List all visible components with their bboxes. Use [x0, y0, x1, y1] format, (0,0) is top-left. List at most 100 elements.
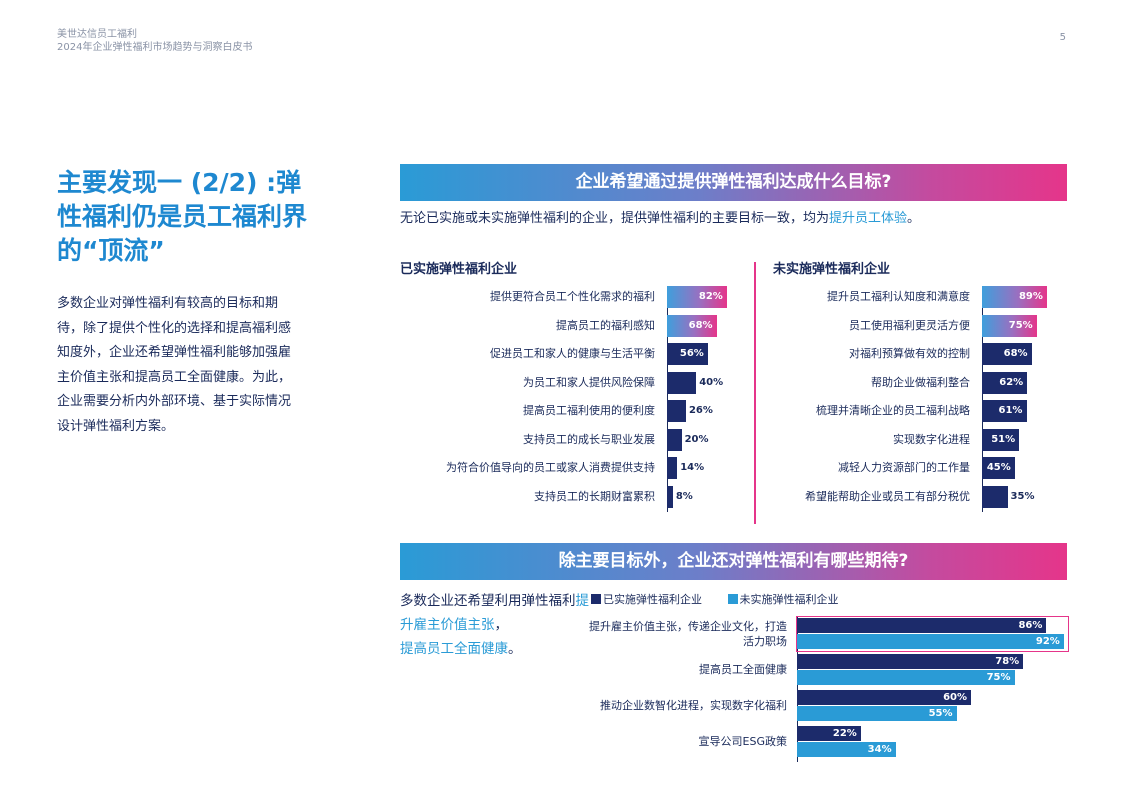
bar-not-implemented: 92% — [797, 634, 1064, 649]
bar-value: 22% — [832, 728, 857, 739]
bar-label: 希望能帮助企业或员工有部分税优 — [805, 489, 970, 503]
bar-value: 86% — [1018, 620, 1043, 631]
bar-value: 75% — [986, 672, 1011, 683]
subtitle-end: 。 — [907, 211, 921, 226]
bar — [667, 286, 727, 308]
bar-label: 提升雇主价值主张，传递企业文化，打造活力职场 — [589, 619, 787, 648]
bar-label: 减轻人力资源部门的工作量 — [838, 461, 970, 474]
bar-not-implemented: 75% — [797, 670, 1015, 685]
bar-implemented: 60% — [797, 690, 971, 705]
bar-label: 梳理并清晰企业的员工福利战略 — [816, 404, 970, 417]
bar-value: 55% — [928, 708, 953, 719]
bar-implemented: 22% — [797, 726, 861, 741]
bar-value: 51% — [991, 433, 1016, 445]
subtitle-text: 无论已实施或未实施弹性福利的企业，提供弹性福利的主要目标一致，均为 — [400, 211, 830, 226]
legend-label: 已实施弹性福利企业 — [603, 593, 702, 606]
bar-label: 支持员工的长期财富累积 — [534, 489, 655, 503]
legend-swatch-navy — [591, 594, 601, 604]
chart-axis — [667, 286, 668, 512]
bar-value: 62% — [999, 376, 1024, 388]
implemented-chart-title: 已实施弹性福利企业 — [400, 262, 518, 277]
page-header: 美世达信员工福利 2024年企业弹性福利市场趋势与洞察白皮书 — [57, 28, 252, 54]
bar-implemented: 78% — [797, 654, 1024, 669]
bar-value: 26% — [688, 405, 713, 416]
bar — [982, 428, 1020, 451]
bar-label: 促进员工和家人的健康与生活平衡 — [490, 347, 655, 360]
chart-axis — [797, 617, 798, 762]
bar-label: 提高员工全面健康 — [699, 663, 787, 676]
bar-value: 56% — [679, 348, 704, 359]
expectations-text: 多数企业还希望利用弹性福利提升雇主价值主张， 提高员工全面健康。 — [400, 589, 590, 661]
bar — [667, 314, 717, 337]
highlight-frame — [796, 616, 1069, 652]
document-title: 2024年企业弹性福利市场趋势与洞察白皮书 — [57, 42, 253, 53]
bar-implemented: 86% — [797, 618, 1047, 633]
finding-title: 主要发现一 (2/2) :弹性福利仍是员工福利界的“顶流” — [57, 168, 308, 265]
page-number: 5 — [1059, 32, 1066, 43]
bar — [982, 485, 1008, 508]
bar-value: 14% — [680, 462, 705, 473]
bar-label: 员工使用福利更灵活方便 — [849, 318, 970, 332]
goals-banner: 企业希望通过提供弹性福利达成什么目标? — [400, 164, 1067, 201]
bar-label: 提高员工福利使用的便利度 — [523, 404, 655, 417]
expectations-banner: 除主要目标外，企业还对弹性福利有哪些期待? — [400, 543, 1067, 580]
legend-not-implemented: 未实施弹性福利企业 — [727, 593, 839, 606]
bar-value: 78% — [995, 656, 1020, 667]
bar-value: 89% — [1018, 291, 1043, 302]
bar-value: 82% — [698, 291, 723, 302]
bar — [667, 343, 708, 365]
exp-highlight-employer-value: 提升雇主价值主张 — [400, 593, 589, 633]
bar-value: 35% — [1010, 490, 1035, 502]
bar — [982, 286, 1047, 308]
bar-value: 20% — [684, 433, 709, 445]
bar-not-implemented: 55% — [797, 706, 957, 721]
bar-value: 61% — [998, 405, 1023, 416]
bar-value: 92% — [1035, 636, 1060, 647]
bar — [982, 457, 1015, 479]
bar — [982, 400, 1027, 422]
exp-text-comma: ， — [494, 617, 509, 633]
bar-label: 支持员工的成长与职业发展 — [523, 432, 655, 446]
exp-highlight-employee-health: 提高员工全面健康 — [400, 641, 508, 657]
bar-value: 75% — [1008, 319, 1033, 331]
bar — [982, 314, 1037, 337]
bar-label: 为员工和家人提供风险保障 — [523, 375, 655, 389]
bar-value: 60% — [943, 692, 967, 703]
bar-label: 提供更符合员工个性化需求的福利 — [490, 290, 655, 303]
bar-label: 推动企业数智化进程，实现数字化福利 — [600, 699, 787, 712]
bar-label: 提高员工的福利感知 — [556, 318, 655, 332]
goals-subtitle: 无论已实施或未实施弹性福利的企业，提供弹性福利的主要目标一致，均为提升员工体验。 — [400, 207, 920, 226]
bar-value: 68% — [1003, 348, 1028, 359]
bar-label: 宣导公司ESG政策 — [698, 735, 787, 748]
expectations-legend: 已实施弹性福利企业 未实施弹性福利企业 — [591, 591, 861, 607]
finding-body: 多数企业对弹性福利有较高的目标和期待，除了提供个性化的选择和提高福利感知度外，企… — [57, 296, 292, 434]
legend-swatch-blue — [727, 594, 738, 604]
bar — [667, 485, 673, 508]
chart-axis — [982, 286, 983, 512]
chart-divider — [754, 262, 756, 524]
subtitle-highlight: 提升员工体验 — [829, 211, 908, 226]
exp-text-end: 。 — [508, 641, 522, 657]
bar-label: 实现数字化进程 — [893, 432, 970, 446]
bar-label: 提升员工福利认知度和满意度 — [827, 290, 970, 303]
bar-value: 8% — [675, 490, 693, 502]
exp-text-start: 多数企业还希望利用弹性福利 — [400, 593, 576, 609]
bar — [982, 343, 1032, 365]
not-implemented-chart-title: 未实施弹性福利企业 — [773, 262, 891, 277]
bar-label: 为符合价值导向的员工或家人消费提供支持 — [446, 461, 655, 474]
bar-label: 对福利预算做有效的控制 — [849, 347, 970, 360]
bar-value: 68% — [688, 319, 713, 331]
bar-value: 34% — [867, 744, 892, 755]
bar — [667, 400, 686, 422]
bar-not-implemented: 34% — [797, 742, 896, 757]
bar-value: 45% — [986, 462, 1011, 473]
bar — [667, 428, 682, 451]
legend-label: 未实施弹性福利企业 — [739, 593, 839, 606]
bar — [667, 371, 697, 394]
brand-name: 美世达信员工福利 — [57, 29, 137, 40]
legend-implemented: 已实施弹性福利企业 — [591, 593, 702, 606]
bar-value: 40% — [699, 376, 724, 388]
bar-label: 帮助企业做福利整合 — [871, 375, 970, 389]
bar — [982, 371, 1028, 394]
bar — [667, 457, 678, 479]
